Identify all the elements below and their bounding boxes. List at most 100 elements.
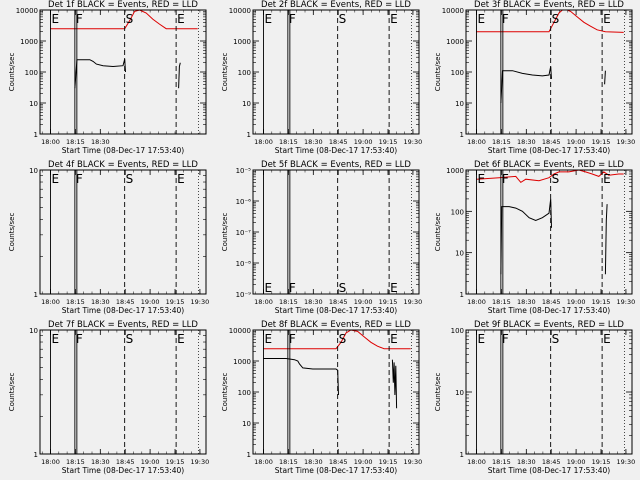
marker-label: E (477, 12, 485, 26)
y-tick-label: 10 (242, 420, 251, 428)
y-tick-label: 100 (451, 69, 464, 77)
marker-label: E (177, 12, 185, 26)
marker-label: E (390, 281, 398, 295)
x-tick-label: 18:15 (492, 298, 511, 306)
y-tick-label: 10⁻⁷ (236, 229, 252, 237)
x-tick-label: 18:00 (254, 138, 273, 146)
x-tick-label: 18:45 (116, 458, 135, 466)
x-axis-label: Start Time (08-Dec-17 17:53:40) (275, 466, 397, 475)
plot-frame (465, 329, 633, 455)
events-series-line (604, 204, 608, 275)
x-tick-label: 19:30 (404, 138, 423, 146)
x-tick-label: 18:30 (304, 458, 323, 466)
events-series-line (500, 66, 552, 104)
x-tick-label: 19:00 (567, 458, 586, 466)
events-series-line (391, 359, 398, 409)
panel-title: Det 9f BLACK = Events, RED = LLD (474, 320, 624, 330)
x-axis-label: Start Time (08-Dec-17 17:53:40) (62, 306, 184, 315)
plot-area (50, 170, 199, 294)
y-tick-label: 100 (451, 327, 464, 335)
marker-label: S (552, 12, 560, 26)
marker-label: S (552, 332, 560, 346)
y-tick-label: 1000 (20, 38, 38, 46)
x-tick-label: 18:45 (329, 138, 348, 146)
marker-label: E (390, 332, 398, 346)
marker-label: E (177, 332, 185, 346)
marker-label: E (264, 332, 272, 346)
y-tick-label: 10⁻⁵ (236, 167, 252, 175)
plot-frame (39, 169, 207, 295)
y-tick-label: 10⁻⁹ (236, 291, 252, 299)
x-tick-label: 18:30 (304, 138, 323, 146)
panel-title: Det 3f BLACK = Events, RED = LLD (474, 0, 624, 10)
x-tick-label: 19:00 (354, 298, 373, 306)
y-axis-label: Counts/sec (221, 53, 229, 92)
y-tick-label: 1000 (446, 167, 464, 175)
y-tick-label: 10 (455, 100, 464, 108)
x-tick-label: 18:15 (66, 458, 85, 466)
y-tick-label: 100 (451, 208, 464, 216)
x-tick-label: 18:15 (279, 138, 298, 146)
y-tick-label: 1000 (233, 358, 251, 366)
plot-area (50, 330, 199, 454)
marker-label: E (477, 332, 485, 346)
x-tick-label: 19:15 (592, 298, 611, 306)
y-tick-label: 1000 (446, 38, 464, 46)
marker-label: F (76, 332, 83, 346)
x-tick-label: 18:00 (41, 458, 60, 466)
events-series-line (500, 198, 552, 275)
x-tick-label: 18:00 (41, 138, 60, 146)
x-tick-label: 19:15 (166, 458, 185, 466)
x-tick-label: 18:00 (41, 298, 60, 306)
marker-label: S (552, 172, 560, 186)
x-tick-label: 18:15 (279, 458, 298, 466)
marker-label: E (51, 172, 59, 186)
y-tick-label: 1 (460, 131, 464, 139)
y-tick-label: 1 (34, 131, 38, 139)
x-axis-label: Start Time (08-Dec-17 17:53:40) (275, 146, 397, 155)
x-tick-label: 19:15 (592, 458, 611, 466)
x-axis-label: Start Time (08-Dec-17 17:53:40) (488, 146, 610, 155)
plot-frame (252, 9, 420, 135)
y-tick-label: 1 (34, 291, 38, 299)
plot-area (263, 10, 412, 134)
events-series-line (263, 358, 339, 396)
x-tick-label: 18:30 (517, 458, 536, 466)
y-tick-label: 10000 (229, 327, 251, 335)
y-axis-label: Counts/sec (8, 213, 16, 252)
y-tick-label: 100 (25, 69, 38, 77)
panel-det-7: Det 7f BLACK = Events, RED = LLD 1 10 18:00… (8, 320, 209, 475)
y-axis-label: Counts/sec (221, 213, 229, 252)
x-axis-label: Start Time (08-Dec-17 17:53:40) (488, 306, 610, 315)
plot-frame (465, 169, 633, 295)
lld-series-line (476, 170, 624, 184)
x-tick-label: 18:45 (329, 458, 348, 466)
x-tick-label: 19:30 (191, 298, 210, 306)
plot-frame (465, 9, 633, 135)
x-tick-label: 19:15 (166, 298, 185, 306)
x-axis-label: Start Time (08-Dec-17 17:53:40) (488, 466, 610, 475)
marker-label: E (603, 332, 611, 346)
x-tick-label: 19:30 (404, 298, 423, 306)
marker-label: E (477, 172, 485, 186)
panel-title: Det 8f BLACK = Events, RED = LLD (261, 320, 411, 330)
x-tick-label: 18:30 (517, 298, 536, 306)
y-tick-label: 1 (34, 451, 38, 459)
x-tick-label: 18:15 (66, 298, 85, 306)
marker-label: E (264, 12, 272, 26)
plot-frame (39, 329, 207, 455)
plot-area (476, 330, 625, 454)
y-tick-label: 10 (455, 250, 464, 258)
marker-label: S (126, 172, 134, 186)
y-axis-label: Counts/sec (8, 53, 16, 92)
marker-label: E (264, 281, 272, 295)
x-tick-label: 18:45 (542, 298, 561, 306)
y-tick-label: 100 (238, 389, 251, 397)
y-tick-label: 10⁻⁶ (236, 198, 252, 206)
marker-label: S (339, 281, 347, 295)
panel-det-3: Det 3f BLACK = Events, RED = LLD 1 10 100 10… (434, 0, 635, 155)
x-tick-label: 18:45 (542, 458, 561, 466)
x-tick-label: 19:30 (617, 298, 636, 306)
x-tick-label: 19:00 (354, 458, 373, 466)
marker-label: F (289, 281, 296, 295)
